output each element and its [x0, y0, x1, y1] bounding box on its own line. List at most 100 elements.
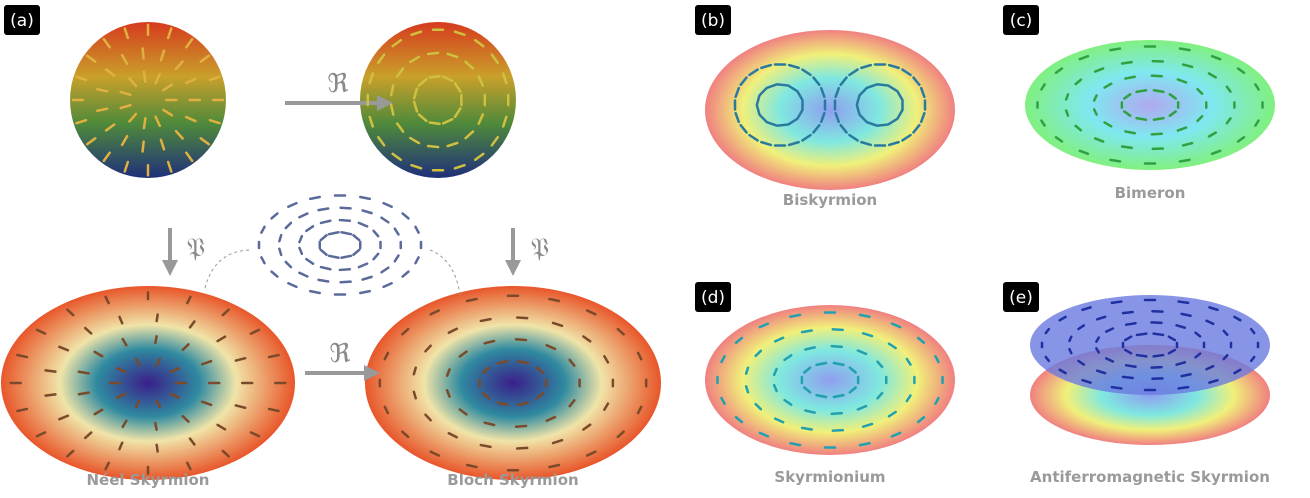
- spin-arrow: [1154, 118, 1164, 120]
- spin-arrow: [746, 368, 748, 374]
- spin-arrow: [306, 226, 313, 231]
- spin-arrow: [430, 76, 440, 77]
- spin-arrow: [261, 227, 264, 233]
- spin-arrow: [1180, 49, 1190, 51]
- spin-arrow: [878, 125, 888, 126]
- spin-arrow: [1137, 90, 1147, 92]
- spin-arrow: [832, 346, 842, 347]
- spin-arrow: [1066, 94, 1068, 99]
- spin-arrow: [143, 48, 144, 58]
- spin-arrow: [415, 227, 418, 233]
- spin-arrow: [428, 146, 438, 147]
- spin-arrow: [363, 277, 372, 280]
- spin-arrow: [382, 268, 389, 273]
- spin-arrow: [481, 445, 491, 447]
- spin-arrow: [395, 256, 399, 262]
- spin-arrow: [288, 203, 296, 207]
- spin-arrow: [279, 249, 281, 255]
- spin-arrow: [1112, 302, 1122, 303]
- figure: (a) (b) (c) (d) (e) ℜ 𝔓 𝔓 ℜ Néel Skyrmio…: [0, 0, 1310, 498]
- spin-arrow: [299, 214, 307, 218]
- spin-arrow: [1122, 146, 1132, 147]
- operator: 𝔓: [531, 233, 550, 263]
- spin-arrow: [299, 236, 301, 242]
- panel-label: (e): [1009, 288, 1033, 308]
- spin-arrow: [403, 213, 409, 218]
- spin-arrow: [341, 208, 351, 209]
- spin-arrow: [802, 330, 812, 332]
- spin-arrow: [321, 235, 327, 240]
- spin-arrow: [360, 291, 370, 293]
- spin-arrow: [414, 392, 416, 398]
- spin-arrow: [878, 84, 888, 85]
- afm-upper-disc: [1030, 295, 1270, 395]
- spin-arrow: [1154, 355, 1164, 356]
- spin-arrow: [833, 329, 843, 330]
- spin-arrow: [1066, 111, 1068, 116]
- spin-arrow: [321, 267, 330, 269]
- spin-arrow: [310, 197, 320, 199]
- spin-arrow: [363, 210, 372, 213]
- spin-arrow: [516, 339, 526, 340]
- spin-arrow: [1112, 387, 1122, 388]
- spin-arrow: [144, 72, 145, 82]
- spin-arrow: [341, 282, 351, 283]
- bimeron-disc: [1025, 40, 1275, 170]
- spin-arrow: [382, 218, 389, 223]
- spin-arrow: [1180, 160, 1190, 162]
- biskyrmion-disc: [705, 30, 955, 190]
- spin-arrow: [802, 428, 812, 430]
- spin-arrow: [342, 256, 352, 258]
- spin-arrow: [79, 393, 89, 395]
- spin-arrow: [415, 257, 418, 263]
- spin-arrow: [272, 213, 278, 218]
- spin-arrow: [516, 426, 526, 427]
- spin-arrow: [1152, 367, 1162, 368]
- spin-arrow: [1152, 322, 1162, 323]
- spin-arrow: [374, 254, 379, 259]
- spin-arrow: [144, 118, 145, 128]
- spin-arrow: [353, 250, 359, 255]
- spin-arrow: [1069, 337, 1071, 341]
- spin-arrow: [395, 229, 399, 235]
- panel-label: (a): [10, 11, 34, 31]
- spin-arrow: [1154, 90, 1164, 92]
- spin-arrow: [1179, 387, 1189, 388]
- caption: Antiferromagnetic Skyrmion: [1030, 468, 1270, 486]
- spin-arrow: [321, 250, 327, 255]
- spin-arrow: [359, 264, 367, 267]
- spin-arrow: [517, 318, 527, 319]
- skyrmionium-disc: [705, 305, 955, 455]
- spin-arrow: [833, 430, 843, 431]
- spin-arrow: [319, 208, 329, 210]
- spin-arrow: [384, 283, 392, 287]
- spin-arrow: [340, 269, 350, 270]
- caption: Biskyrmion: [783, 191, 877, 209]
- spin-arrow: [360, 197, 370, 199]
- spin-arrow: [1152, 76, 1162, 77]
- spin-arrow: [1179, 302, 1189, 303]
- spin-arrow: [1123, 312, 1133, 313]
- spin-arrow: [1154, 334, 1164, 335]
- caption: Bloch Skyrmion: [447, 471, 578, 489]
- spin-arrow: [286, 223, 291, 228]
- spin-arrow: [272, 272, 278, 277]
- spin-arrow: [384, 203, 392, 207]
- spin-arrow: [430, 122, 440, 123]
- operator: ℜ: [329, 339, 350, 369]
- spin-arrow: [353, 235, 359, 240]
- spin-arrow: [746, 386, 748, 392]
- spin-arrow: [403, 272, 409, 277]
- spin-arrow: [46, 394, 56, 395]
- spin-arrow: [1110, 160, 1120, 162]
- spin-arrow: [79, 372, 89, 374]
- spin-arrow: [778, 84, 788, 85]
- spin-arrow: [517, 448, 527, 449]
- rotated-sphere: [360, 22, 516, 178]
- spin-arrow: [374, 231, 379, 236]
- spin-arrow: [414, 368, 416, 374]
- spin-arrow: [155, 423, 156, 430]
- spin-arrow: [340, 220, 350, 221]
- caption: Néel Skyrmion: [87, 471, 210, 489]
- spin-arrow: [1122, 62, 1132, 63]
